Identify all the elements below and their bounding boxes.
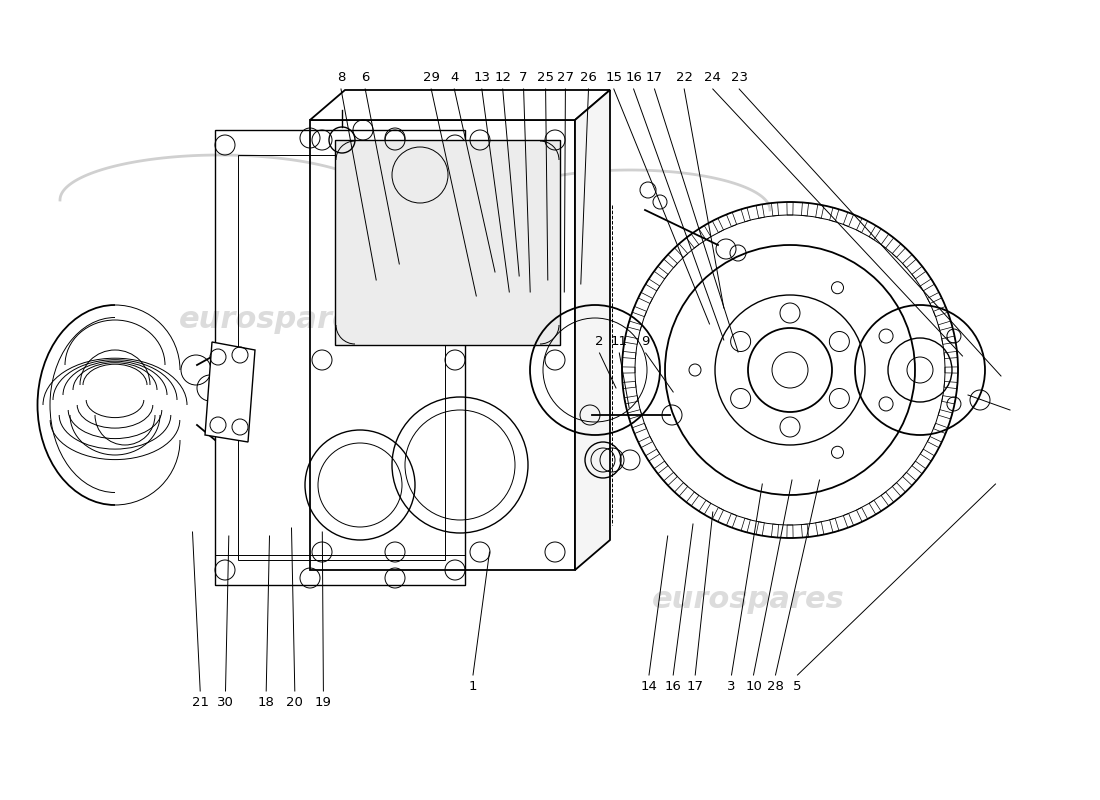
- Text: 19: 19: [315, 696, 332, 709]
- Text: 22: 22: [675, 71, 693, 84]
- Text: 7: 7: [519, 71, 528, 84]
- Text: 25: 25: [537, 71, 554, 84]
- Text: eurospares: eurospares: [178, 306, 372, 334]
- Text: 9: 9: [641, 335, 650, 348]
- Text: 4: 4: [450, 71, 459, 84]
- Text: 5: 5: [793, 680, 802, 693]
- Text: 12: 12: [494, 71, 512, 84]
- Text: 16: 16: [664, 680, 682, 693]
- Text: 16: 16: [625, 71, 642, 84]
- Text: 21: 21: [191, 696, 209, 709]
- Text: 14: 14: [640, 680, 658, 693]
- Text: 29: 29: [422, 71, 440, 84]
- Text: 17: 17: [686, 680, 704, 693]
- Text: 6: 6: [361, 71, 370, 84]
- Text: 15: 15: [605, 71, 623, 84]
- Polygon shape: [205, 342, 255, 442]
- Text: 13: 13: [473, 71, 491, 84]
- Text: 10: 10: [745, 680, 762, 693]
- Text: 2: 2: [595, 335, 604, 348]
- Text: 30: 30: [217, 696, 234, 709]
- Text: 24: 24: [704, 71, 722, 84]
- Text: 28: 28: [767, 680, 784, 693]
- Polygon shape: [575, 90, 611, 570]
- Polygon shape: [310, 90, 610, 120]
- Text: eurospares: eurospares: [651, 586, 845, 614]
- Text: 27: 27: [557, 71, 574, 84]
- Text: 17: 17: [646, 71, 663, 84]
- Text: 20: 20: [286, 696, 304, 709]
- Text: 3: 3: [727, 680, 736, 693]
- Polygon shape: [336, 140, 560, 345]
- Text: 26: 26: [580, 71, 597, 84]
- Text: 8: 8: [337, 71, 345, 84]
- Text: 1: 1: [469, 680, 477, 693]
- Text: 11: 11: [610, 335, 628, 348]
- Text: 23: 23: [730, 71, 748, 84]
- Text: 18: 18: [257, 696, 275, 709]
